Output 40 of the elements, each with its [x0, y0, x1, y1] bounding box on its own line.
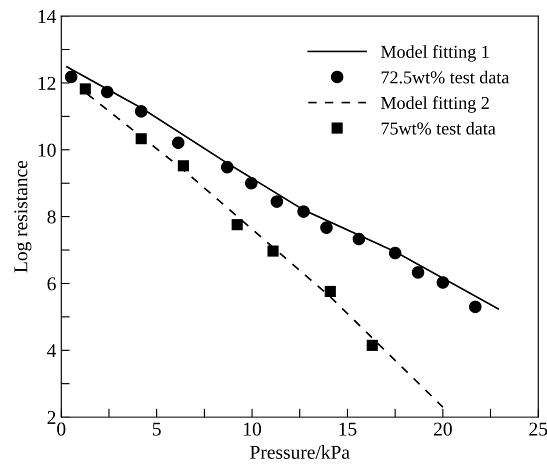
point [469, 300, 482, 314]
point [178, 160, 189, 172]
point [388, 246, 402, 260]
point [267, 245, 279, 257]
x-axis-title: Pressure/kPa [250, 445, 350, 459]
point [221, 160, 234, 174]
point [270, 195, 284, 208]
y-axis-title: Log resistance [14, 160, 32, 272]
y-tick-label: 10 [38, 144, 56, 157]
y-tick-label: 4 [47, 344, 56, 358]
x-tick-label: 15 [339, 422, 356, 436]
x-tick-label: 20 [434, 422, 452, 436]
x-tick-label: 10 [244, 422, 262, 436]
y-tick-label: 2 [48, 410, 56, 424]
point [324, 286, 336, 298]
point [352, 232, 366, 246]
x-tick-label: 25 [529, 422, 547, 436]
x-tick-label: 0 [57, 422, 66, 436]
x-tick-label: 5 [152, 422, 161, 436]
point [134, 105, 148, 118]
legend-label: Model fitting 2 [381, 96, 489, 113]
legend-label: 72.5wt% test data [382, 70, 510, 84]
y-tick-label: 14 [38, 10, 56, 23]
legend-label: 75wt% test data [382, 122, 496, 135]
point [436, 276, 450, 289]
point [412, 266, 424, 279]
point [232, 219, 243, 230]
point [80, 83, 91, 95]
point [172, 136, 184, 150]
point [100, 86, 114, 98]
y-tick-label: 6 [48, 277, 56, 290]
point [64, 70, 78, 84]
point [245, 176, 258, 190]
y-tick-label: 12 [38, 76, 56, 90]
point [366, 340, 378, 351]
y-tick-label: 8 [47, 210, 56, 224]
legend-label: Model fitting 1 [381, 45, 489, 62]
point [297, 205, 310, 218]
point [320, 221, 333, 234]
point [136, 133, 147, 144]
